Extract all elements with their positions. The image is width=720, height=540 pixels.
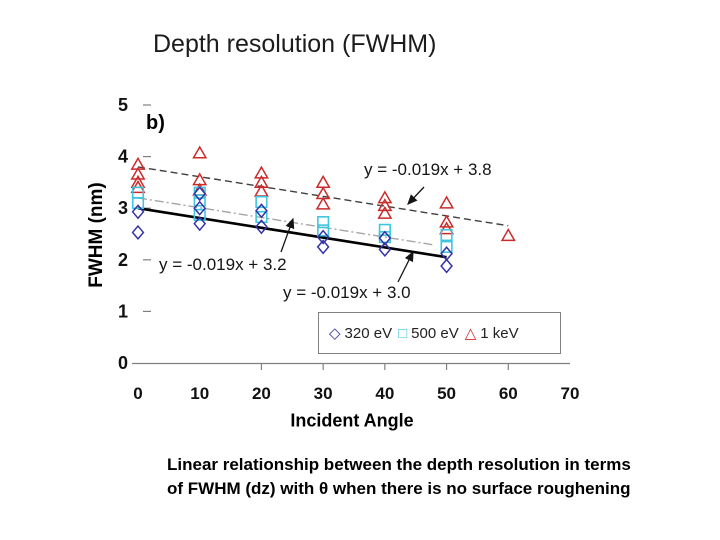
caption: Linear relationship between the depth re… (167, 453, 631, 501)
triangle-point (377, 205, 393, 219)
annotation-arrow (280, 217, 295, 253)
legend-label-500ev: 500 eV (411, 324, 459, 342)
diamond-point (316, 229, 330, 245)
square-point (255, 210, 268, 224)
square-point (378, 223, 391, 236)
square-point (193, 194, 206, 207)
diamond-point (378, 241, 392, 258)
triangle-point (315, 174, 331, 188)
series-1keV (130, 145, 516, 242)
diamond-point (255, 219, 268, 235)
series-320eV (131, 186, 453, 274)
diamond-point (131, 224, 145, 241)
y-tick-label: 3 (118, 198, 128, 218)
triangle-marker-icon: △ (464, 324, 477, 342)
diamond-point (193, 186, 207, 202)
triangle-point (439, 221, 455, 235)
chart-legend: ◇ 320 eV □ 500 eV △ 1 keV (318, 312, 561, 354)
y-tick-label: 4 (118, 147, 128, 167)
triangle-point (439, 195, 455, 209)
triangle-point (315, 196, 331, 210)
diamond-point (193, 200, 207, 216)
x-tick-label: 0 (133, 384, 142, 403)
triangle-point (253, 174, 269, 188)
legend-label-320ev: 320 eV (344, 324, 393, 342)
x-tick-label: 40 (375, 384, 394, 403)
x-tick-label: 70 (561, 384, 580, 403)
legend-label-1kev: 1 keV (480, 324, 519, 342)
x-tick-label: 30 (314, 384, 333, 403)
diamond-point (316, 239, 330, 255)
diamond-point (440, 258, 453, 274)
trendline-equation-500ev: y = -0.019x + 3.2 (159, 255, 287, 274)
x-axis: 0 10 20 30 40 50 60 70 (132, 362, 580, 403)
trendline-320eV (137, 206, 447, 259)
caption-line-1: Linear relationship between the depth re… (167, 455, 631, 474)
square-point (440, 240, 453, 254)
legend-item-320ev: ◇ 320 eV (329, 325, 392, 342)
square-point (131, 196, 145, 210)
diamond-point (440, 246, 453, 262)
y-tick-label: 2 (118, 250, 128, 270)
triangle-point (439, 214, 455, 228)
x-tick-label: 20 (252, 384, 271, 403)
diamond-point (255, 203, 268, 219)
square-marker-icon: □ (398, 324, 408, 342)
diamond-point (131, 204, 145, 220)
square-point (440, 228, 453, 242)
trendline-equation-1kev: y = -0.019x + 3.8 (364, 160, 492, 179)
page-title: Depth resolution (FWHM) (153, 30, 437, 58)
square-point (317, 216, 330, 229)
x-tick-label: 50 (437, 384, 456, 403)
x-tick-label: 10 (190, 384, 209, 403)
square-point (317, 224, 330, 237)
triangle-point (130, 166, 146, 180)
legend-item-500ev: □ 500 eV (398, 325, 459, 342)
annotation-arrow (407, 186, 425, 205)
triangle-point (253, 165, 269, 179)
triangle-point (377, 190, 393, 204)
caption-line-2: of FWHM (dz) with θ when there is no sur… (167, 479, 631, 498)
diamond-point (193, 216, 207, 232)
panel-label-b: b) (146, 112, 165, 134)
diamond-marker-icon: ◇ (329, 324, 341, 342)
square-point (255, 195, 268, 209)
trendline-equation-320ev: y = -0.019x + 3.0 (283, 283, 411, 302)
y-tick-label: 1 (118, 301, 128, 321)
x-tick-label: 60 (499, 384, 518, 403)
diamond-point (378, 230, 392, 246)
y-tick-label: 5 (118, 95, 128, 115)
triangle-point (500, 228, 516, 242)
y-axis: 0 1 2 3 4 5 (118, 95, 151, 373)
y-tick-label: 0 (118, 353, 128, 373)
annotation-arrow (397, 250, 414, 283)
square-point (193, 208, 206, 222)
triangle-point (192, 145, 208, 159)
x-axis-title: Incident Angle (290, 410, 414, 431)
legend-item-1kev: △ 1 keV (465, 325, 519, 342)
scatter-chart: 0 10 20 30 40 50 60 70 0 1 2 3 4 5 (118, 95, 580, 403)
triangle-point (377, 198, 393, 212)
